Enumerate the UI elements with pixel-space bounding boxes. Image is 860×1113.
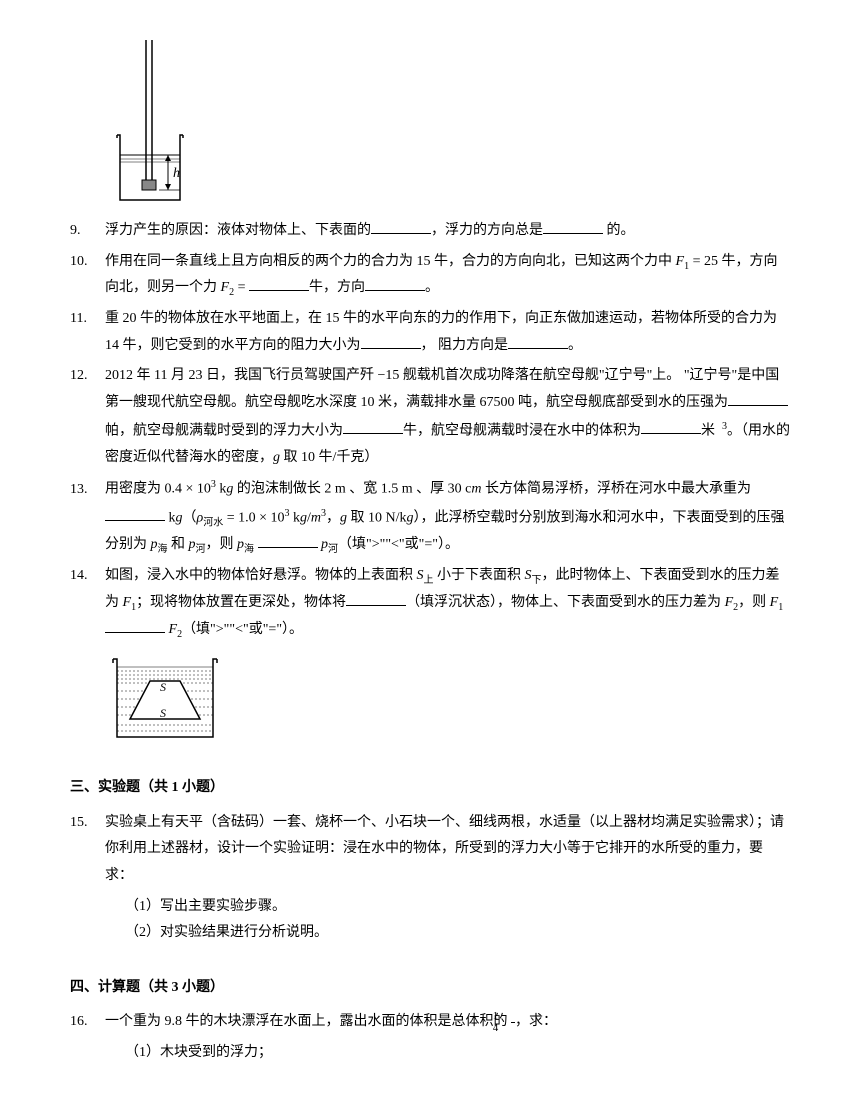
- trapezoid-figure: S S: [105, 647, 790, 747]
- blank: [728, 392, 788, 406]
- q9-num: 9.: [70, 218, 105, 245]
- question-16: 16.一个重为 9.8 牛的木块漂浮在水面上，露出水面的体积是总体积的 14，求…: [70, 1009, 790, 1036]
- q16-sub1: （1）木块受到的浮力；: [70, 1040, 790, 1067]
- question-9: 9.浮力产生的原因：液体对物体上、下表面的，浮力的方向总是 的。: [70, 218, 790, 245]
- blank: [249, 277, 309, 291]
- h-label: h: [173, 166, 180, 181]
- q12-num: 12.: [70, 363, 105, 390]
- blank: [371, 220, 431, 234]
- question-10: 10.作用在同一条直线上且方向相反的两个力的合力为 15 牛，合力的方向向北，已…: [70, 249, 790, 303]
- q15-sub2: （2）对实验结果进行分析说明。: [70, 920, 790, 947]
- blank: [543, 220, 603, 234]
- question-14: 14.如图，浸入水中的物体恰好悬浮。物体的上表面积 S上 小于下表面积 S下，此…: [70, 563, 790, 643]
- blank: [346, 592, 406, 606]
- q15-num: 15.: [70, 810, 105, 837]
- q11-num: 11.: [70, 306, 105, 333]
- blank: [641, 420, 701, 434]
- blank: [258, 534, 318, 548]
- question-12: 12.2012 年 11 月 23 日，我国飞行员驾驶国产歼 −15 舰载机首次…: [70, 363, 790, 471]
- q14-num: 14.: [70, 563, 105, 590]
- s-bottom-label: S: [160, 706, 166, 720]
- blank: [105, 507, 165, 521]
- q13-num: 13.: [70, 477, 105, 504]
- blank: [343, 420, 403, 434]
- blank: [365, 277, 425, 291]
- section-4-title: 四、计算题（共 3 小题）: [70, 975, 790, 1002]
- question-15: 15.实验桌上有天平（含砝码）一套、烧杯一个、小石块一个、细线两根，水适量（以上…: [70, 810, 790, 890]
- blank: [361, 335, 421, 349]
- blank: [105, 619, 165, 633]
- q16-num: 16.: [70, 1009, 105, 1036]
- beaker-figure: h: [105, 40, 790, 210]
- section-3-title: 三、实验题（共 1 小题）: [70, 775, 790, 802]
- question-11: 11.重 20 牛的物体放在水平地面上，在 15 牛的水平向东的力的作用下，向正…: [70, 306, 790, 359]
- s-top-label: S: [160, 680, 166, 694]
- q10-num: 10.: [70, 249, 105, 276]
- question-13: 13.用密度为 0.4 × 103 kg 的泡沫制做长 2 m 、宽 1.5 m…: [70, 475, 790, 559]
- q15-sub1: （1）写出主要实验步骤。: [70, 894, 790, 921]
- blank: [508, 335, 568, 349]
